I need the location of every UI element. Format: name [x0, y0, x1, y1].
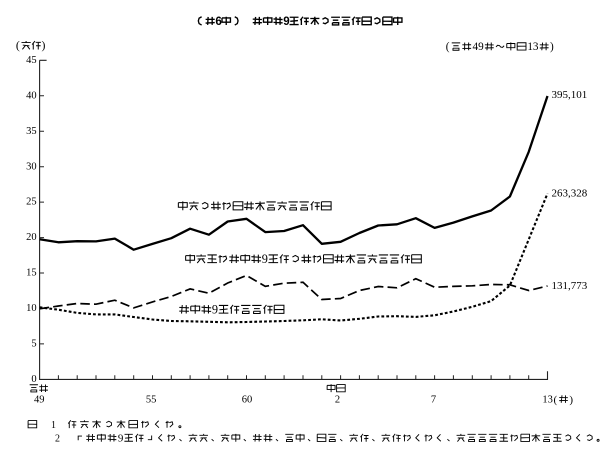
svg-text:131,773: 131,773	[552, 280, 588, 292]
svg-text:263,328: 263,328	[552, 187, 588, 199]
svg-text:9: 9	[118, 432, 124, 444]
svg-text:5: 5	[31, 339, 36, 350]
svg-text:(: (	[554, 394, 558, 406]
svg-text:30: 30	[26, 161, 37, 172]
svg-text:9: 9	[212, 302, 218, 316]
svg-text:395,101: 395,101	[552, 89, 588, 101]
svg-text:6: 6	[215, 15, 222, 28]
svg-text:7: 7	[431, 395, 436, 406]
svg-text:35: 35	[26, 126, 37, 137]
svg-text:9: 9	[262, 252, 268, 266]
svg-text:15: 15	[26, 268, 37, 279]
svg-text:2: 2	[335, 395, 340, 406]
svg-text:): )	[550, 41, 554, 53]
svg-text:(: (	[16, 38, 20, 52]
svg-text:20: 20	[26, 232, 37, 243]
svg-text:13: 13	[542, 395, 553, 406]
svg-text:60: 60	[242, 395, 253, 406]
svg-text:49: 49	[472, 41, 484, 53]
svg-text:0: 0	[31, 374, 36, 385]
svg-text:13: 13	[527, 41, 539, 53]
svg-text:2: 2	[55, 433, 60, 444]
svg-text:9: 9	[283, 15, 290, 28]
svg-text:10: 10	[26, 303, 37, 314]
svg-text:): )	[41, 38, 45, 52]
svg-text:40: 40	[26, 90, 37, 101]
svg-text:(: (	[446, 41, 450, 53]
svg-text:1: 1	[51, 420, 56, 431]
svg-text:55: 55	[146, 395, 157, 406]
svg-text:49: 49	[34, 395, 45, 406]
svg-text:45: 45	[26, 55, 37, 66]
svg-text:): )	[569, 394, 573, 406]
svg-text:25: 25	[26, 197, 37, 208]
